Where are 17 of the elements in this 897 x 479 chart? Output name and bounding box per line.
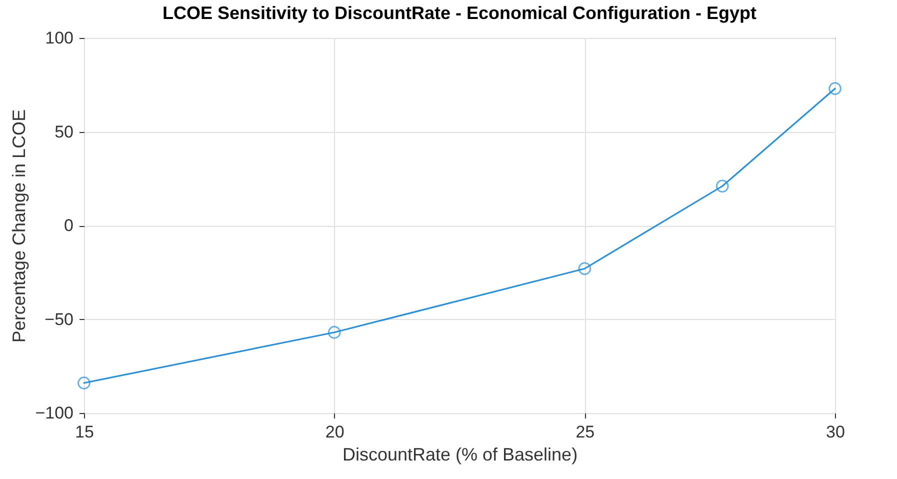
x-tick-label: 30 (826, 422, 845, 442)
y-tick-label: 50 (54, 122, 74, 142)
chart-title: LCOE Sensitivity to DiscountRate - Economical Configuration - Egypt (162, 3, 757, 23)
x-tick-label: 15 (75, 422, 94, 442)
x-tick-label: 20 (325, 422, 344, 442)
x-axis-title: DiscountRate (% of Baseline) (342, 444, 578, 464)
point (578, 262, 592, 276)
y-tick-label: −100 (35, 404, 74, 422)
y-tick-label: −50 (44, 310, 74, 329)
y-tick-label: 0 (64, 216, 74, 235)
y-tick-label: 100 (45, 28, 74, 48)
point (716, 180, 729, 193)
point (828, 82, 842, 96)
point (78, 376, 90, 390)
y-axis-title: Percentage Change in LCOE (9, 109, 30, 343)
point (328, 326, 341, 339)
x-tick-label: 25 (576, 422, 595, 442)
